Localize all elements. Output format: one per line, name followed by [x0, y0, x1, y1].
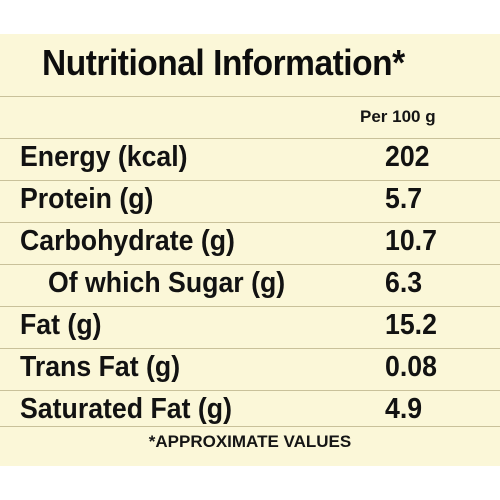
divider — [0, 390, 500, 391]
table-row: Trans Fat (g) 0.08 — [0, 349, 500, 391]
row-label: Trans Fat (g) — [20, 351, 181, 383]
divider — [0, 348, 500, 349]
table-row: Energy (kcal) 202 — [0, 139, 500, 181]
row-value: 15.2 — [385, 309, 437, 341]
row-value: 202 — [385, 141, 430, 173]
column-header: Per 100 g — [360, 107, 436, 126]
row-value: 4.9 — [385, 393, 423, 425]
divider — [0, 180, 500, 181]
divider — [0, 426, 500, 427]
row-label: Of which Sugar (g) — [48, 267, 286, 299]
row-label: Energy (kcal) — [20, 141, 188, 173]
divider — [0, 138, 500, 139]
row-label: Carbohydrate (g) — [20, 225, 235, 257]
row-value: 10.7 — [385, 225, 437, 257]
table-row: Of which Sugar (g) 6.3 — [0, 265, 500, 307]
row-value: 6.3 — [385, 267, 423, 299]
divider — [0, 306, 500, 307]
row-label: Protein (g) — [20, 183, 154, 215]
table-row: Protein (g) 5.7 — [0, 181, 500, 223]
footnote: *APPROXIMATE VALUES — [148, 432, 352, 451]
table-row: Saturated Fat (g) 4.9 — [0, 391, 500, 433]
row-label: Fat (g) — [20, 309, 102, 341]
divider — [0, 96, 500, 97]
row-value: 5.7 — [385, 183, 423, 215]
row-label: Saturated Fat (g) — [20, 393, 232, 425]
divider — [0, 222, 500, 223]
table-row: Fat (g) 15.2 — [0, 307, 500, 349]
table-row: Carbohydrate (g) 10.7 — [0, 223, 500, 265]
panel-title: Nutritional Information* — [42, 42, 405, 83]
divider — [0, 264, 500, 265]
nutrition-panel: Nutritional Information* Per 100 g Energ… — [0, 34, 500, 466]
row-value: 0.08 — [385, 351, 437, 383]
